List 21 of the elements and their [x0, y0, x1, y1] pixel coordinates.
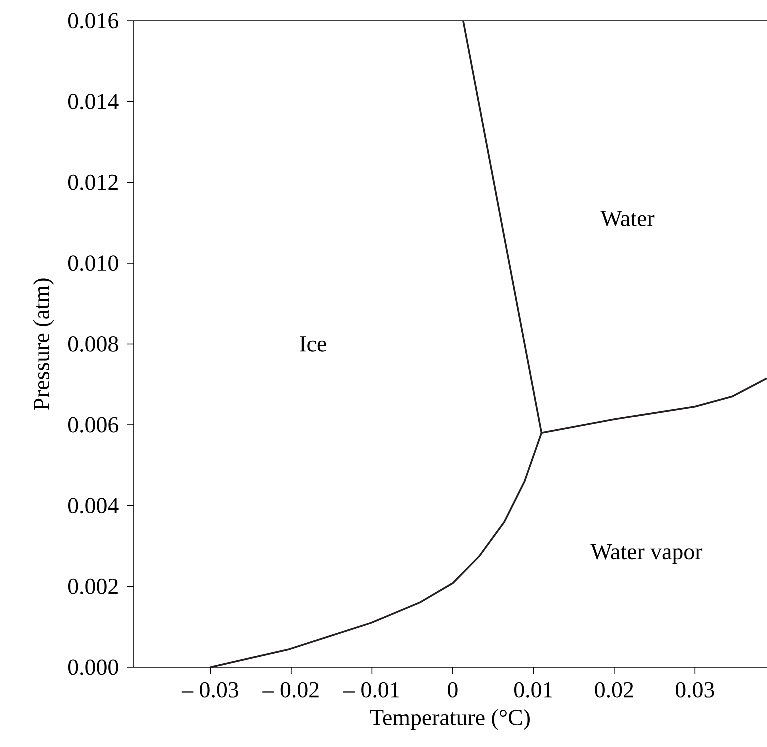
x-axis-title: Temperature (°C)	[370, 709, 530, 730]
x-tick-label: – 0.02	[262, 682, 319, 698]
y-tick-label: 0.002	[68, 578, 118, 594]
x-tick-label: – 0.01	[343, 682, 400, 698]
x-tick-label: 0.02	[595, 682, 634, 698]
x-tick-label: 0.03	[676, 682, 714, 698]
y-tick-label: 0.000	[68, 660, 118, 676]
y-tick-label: 0.012	[68, 174, 118, 190]
x-tick-label: – 0.03	[182, 682, 238, 698]
annotation: Water	[600, 211, 655, 226]
y-tick-label: 0.004	[68, 498, 119, 514]
annotation: Ice	[300, 336, 326, 352]
y-tick-label: 0.016	[68, 13, 118, 29]
y-axis-title: Pressure (atm)	[33, 278, 54, 410]
y-tick-label: 0.008	[68, 336, 118, 352]
x-tick-label: 0.01	[514, 682, 552, 698]
y-tick-label: 0.014	[68, 94, 119, 110]
y-tick-label: 0.010	[68, 256, 118, 272]
annotation: Water vapor	[590, 544, 703, 564]
y-tick-label: 0.006	[68, 417, 118, 433]
x-tick-label: 0	[448, 682, 458, 698]
